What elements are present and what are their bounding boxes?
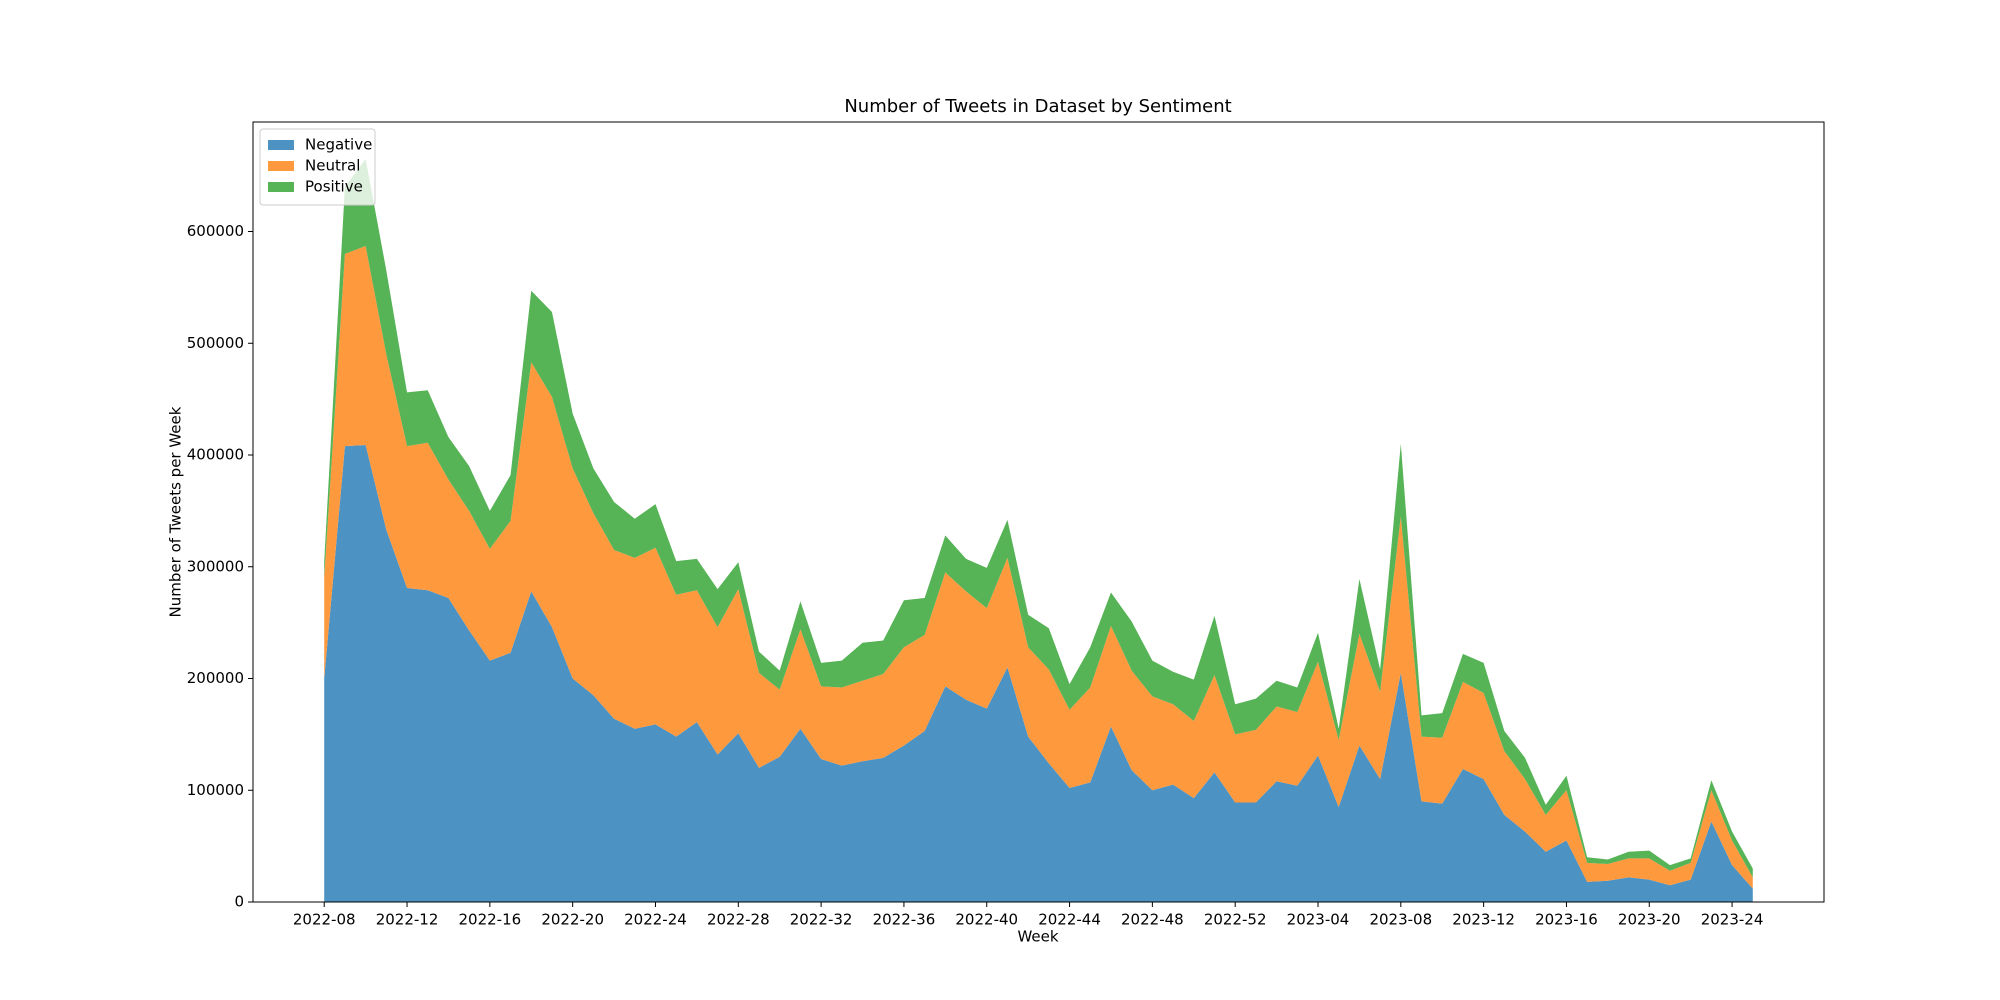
y-tick-label: 100000 bbox=[187, 781, 244, 799]
y-tick-label: 200000 bbox=[187, 669, 244, 687]
chart-title: Number of Tweets in Dataset by Sentiment bbox=[844, 96, 1231, 117]
y-tick-label: 400000 bbox=[187, 446, 244, 464]
y-tick-label: 0 bbox=[234, 893, 244, 911]
x-tick-label: 2023-24 bbox=[1701, 911, 1764, 929]
x-tick-label: 2022-28 bbox=[707, 911, 770, 929]
x-tick-label: 2023-08 bbox=[1369, 911, 1432, 929]
x-tick-label: 2023-12 bbox=[1452, 911, 1515, 929]
x-tick-label: 2022-20 bbox=[541, 911, 604, 929]
area-negative bbox=[324, 444, 1753, 902]
legend-swatch bbox=[268, 140, 294, 150]
y-tick-label: 300000 bbox=[187, 557, 244, 575]
legend-swatch bbox=[268, 161, 294, 171]
area-positive bbox=[324, 158, 1753, 878]
x-tick-label: 2022-24 bbox=[624, 911, 687, 929]
y-tick-label: 500000 bbox=[187, 334, 244, 352]
y-axis-label: Number of Tweets per Week bbox=[167, 406, 185, 617]
y-tick-label: 600000 bbox=[187, 222, 244, 240]
x-tick-label: 2023-20 bbox=[1618, 911, 1681, 929]
x-tick-label: 2022-36 bbox=[873, 911, 936, 929]
x-tick-label: 2022-12 bbox=[376, 911, 439, 929]
x-axis-label: Week bbox=[1017, 928, 1058, 946]
x-tick-label: 2022-52 bbox=[1204, 911, 1267, 929]
legend-swatch bbox=[268, 182, 294, 192]
x-tick-label: 2023-16 bbox=[1535, 911, 1598, 929]
area-neutral bbox=[324, 246, 1753, 889]
axes-frame bbox=[252, 121, 1825, 903]
legend-label: Negative bbox=[305, 136, 372, 154]
x-tick-label: 2022-48 bbox=[1121, 911, 1184, 929]
x-tick-label: 2022-08 bbox=[293, 911, 356, 929]
legend-label: Neutral bbox=[305, 157, 360, 175]
x-tick-label: 2023-04 bbox=[1287, 911, 1350, 929]
legend-label: Positive bbox=[305, 178, 363, 196]
x-tick-label: 2022-32 bbox=[790, 911, 853, 929]
legend: Negative Neutral Positive bbox=[259, 128, 376, 206]
x-tick-label: 2022-16 bbox=[459, 911, 522, 929]
x-tick-label: 2022-40 bbox=[955, 911, 1018, 929]
x-tick-label: 2022-44 bbox=[1038, 911, 1101, 929]
